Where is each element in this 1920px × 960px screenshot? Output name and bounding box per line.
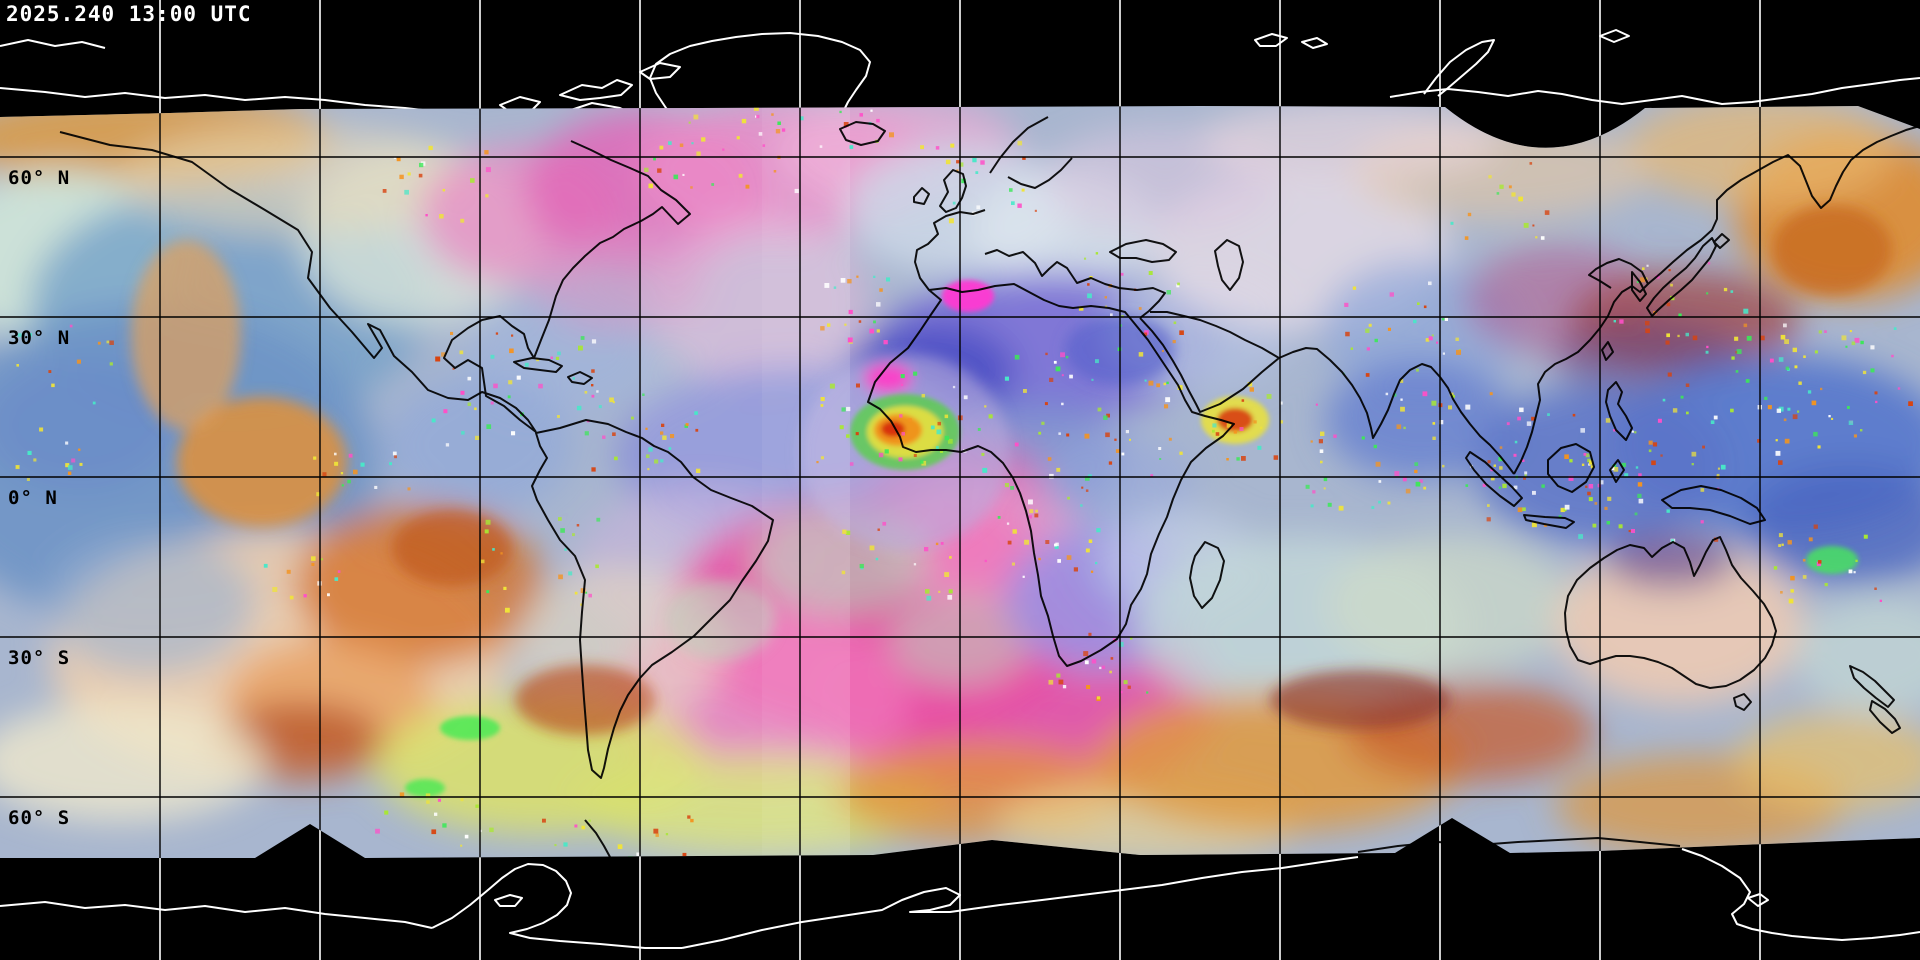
timestamp: 2025.240 13:00 UTC <box>6 2 252 26</box>
latitude-label: 30° S <box>8 647 70 669</box>
satellite-seam <box>640 106 850 858</box>
continent-coastlines <box>59 116 1920 858</box>
latitude-label: 0° N <box>8 487 58 509</box>
latitude-labels: 60° N 30° N 0° N 30° S 60° S <box>8 167 70 829</box>
latitude-label: 60° N <box>8 167 70 189</box>
antarctica-coastline <box>0 848 1920 949</box>
latitude-label: 30° N <box>8 327 70 349</box>
latitude-label: 60° S <box>8 807 70 829</box>
